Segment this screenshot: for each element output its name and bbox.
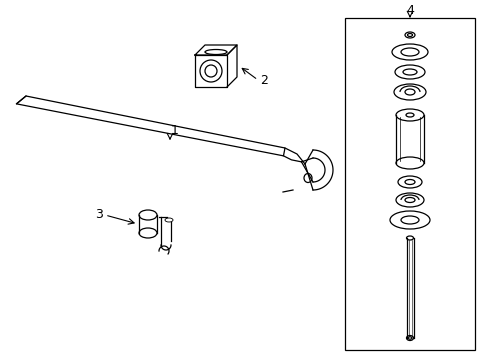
Text: 1: 1 (171, 123, 179, 136)
Bar (345, 18, 474, 350)
Text: 2: 2 (260, 73, 267, 86)
Text: 4: 4 (405, 4, 413, 17)
Text: 3: 3 (95, 208, 103, 221)
